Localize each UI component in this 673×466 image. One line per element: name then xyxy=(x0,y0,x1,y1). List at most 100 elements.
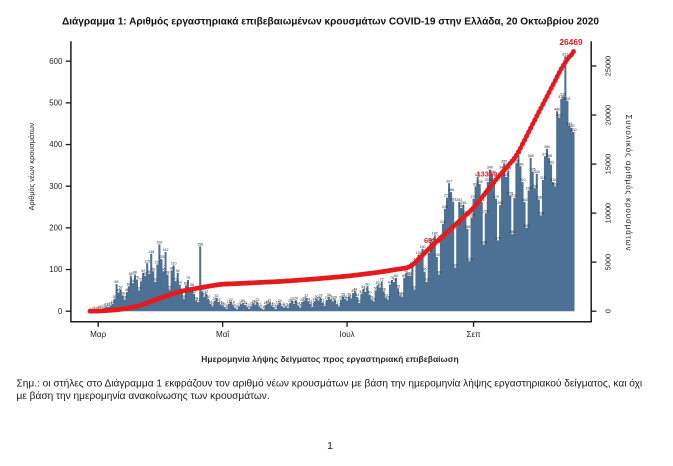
svg-text:35: 35 xyxy=(400,293,404,297)
svg-text:Αριθμός νέων κρουσμάτων: Αριθμός νέων κρουσμάτων xyxy=(27,122,36,210)
svg-text:54: 54 xyxy=(361,285,365,289)
svg-text:368: 368 xyxy=(546,154,552,158)
svg-text:9: 9 xyxy=(299,304,301,308)
svg-text:με βάση την ημερομηνία ανακοίν: με βάση την ημερομηνία ανακοίνωσης των κ… xyxy=(17,390,270,402)
svg-text:33: 33 xyxy=(319,294,323,298)
svg-text:Μαρ: Μαρ xyxy=(90,330,106,339)
svg-text:13: 13 xyxy=(280,302,284,306)
svg-text:36: 36 xyxy=(347,292,351,296)
svg-text:42: 42 xyxy=(192,290,196,294)
svg-text:18: 18 xyxy=(266,300,270,304)
svg-text:335: 335 xyxy=(530,168,536,172)
svg-text:307: 307 xyxy=(446,179,452,183)
svg-text:35: 35 xyxy=(202,293,206,297)
svg-text:430: 430 xyxy=(571,128,577,132)
svg-text:9: 9 xyxy=(283,304,285,308)
svg-text:100: 100 xyxy=(49,265,63,274)
svg-text:112: 112 xyxy=(154,261,160,265)
svg-text:4: 4 xyxy=(97,306,99,310)
svg-text:270: 270 xyxy=(471,195,477,199)
svg-text:17: 17 xyxy=(239,300,243,304)
svg-text:445: 445 xyxy=(566,122,572,126)
svg-text:88: 88 xyxy=(133,271,137,275)
svg-text:48: 48 xyxy=(353,287,357,291)
svg-text:0: 0 xyxy=(603,309,612,313)
svg-text:105: 105 xyxy=(452,264,458,268)
svg-text:300: 300 xyxy=(473,182,479,186)
svg-text:70: 70 xyxy=(392,278,396,282)
svg-text:15: 15 xyxy=(243,301,247,305)
svg-text:25: 25 xyxy=(290,297,294,301)
svg-text:340: 340 xyxy=(499,166,505,170)
svg-text:62: 62 xyxy=(184,281,188,285)
svg-text:160: 160 xyxy=(156,241,162,245)
svg-text:182: 182 xyxy=(432,231,438,235)
svg-text:115: 115 xyxy=(144,259,150,263)
svg-text:11: 11 xyxy=(245,303,249,307)
svg-text:135: 135 xyxy=(415,251,421,255)
svg-text:Ημερομηνία λήψης δείγματος προ: Ημερομηνία λήψης δείγματος προς εργαστηρ… xyxy=(201,354,458,364)
svg-text:28: 28 xyxy=(386,296,390,300)
svg-text:515: 515 xyxy=(560,93,566,97)
svg-text:25: 25 xyxy=(212,297,216,301)
svg-text:368: 368 xyxy=(528,154,534,158)
svg-text:Ιουλ: Ιουλ xyxy=(339,330,354,339)
svg-text:165: 165 xyxy=(428,239,434,243)
svg-text:210: 210 xyxy=(440,220,446,224)
svg-text:10: 10 xyxy=(223,303,227,307)
svg-text:14: 14 xyxy=(296,301,300,305)
svg-text:Μαΐ: Μαΐ xyxy=(216,330,230,339)
svg-text:142: 142 xyxy=(163,248,169,252)
svg-text:170: 170 xyxy=(495,236,501,240)
svg-text:130: 130 xyxy=(434,253,440,257)
svg-text:96: 96 xyxy=(161,267,165,271)
svg-text:263: 263 xyxy=(450,198,456,202)
svg-text:330: 330 xyxy=(489,170,495,174)
svg-text:300: 300 xyxy=(49,182,63,191)
svg-text:505: 505 xyxy=(564,97,570,101)
svg-text:24: 24 xyxy=(312,297,316,301)
svg-text:72: 72 xyxy=(380,277,384,281)
svg-text:348: 348 xyxy=(517,162,523,166)
svg-text:92: 92 xyxy=(404,269,408,273)
svg-text:33: 33 xyxy=(384,294,388,298)
svg-text:262: 262 xyxy=(456,198,462,202)
svg-text:65: 65 xyxy=(115,280,119,284)
svg-text:6: 6 xyxy=(226,305,228,309)
svg-text:76: 76 xyxy=(135,276,139,280)
svg-text:88: 88 xyxy=(437,271,441,275)
svg-text:290: 290 xyxy=(526,186,532,190)
svg-text:85: 85 xyxy=(129,272,133,276)
svg-text:95: 95 xyxy=(423,268,427,272)
svg-text:310: 310 xyxy=(550,178,556,182)
svg-text:185: 185 xyxy=(509,230,515,234)
svg-text:13: 13 xyxy=(249,302,253,306)
svg-text:355: 355 xyxy=(501,159,507,163)
svg-text:63: 63 xyxy=(376,281,380,285)
svg-text:500: 500 xyxy=(49,99,63,108)
svg-text:200: 200 xyxy=(49,224,63,233)
svg-text:278: 278 xyxy=(507,191,513,195)
svg-text:38: 38 xyxy=(398,291,402,295)
svg-text:55: 55 xyxy=(396,284,400,288)
svg-text:13359: 13359 xyxy=(477,170,498,179)
svg-text:90: 90 xyxy=(147,270,151,274)
svg-text:48: 48 xyxy=(382,287,386,291)
svg-text:14: 14 xyxy=(108,301,112,305)
svg-text:60: 60 xyxy=(127,282,131,286)
svg-text:28: 28 xyxy=(339,296,343,300)
svg-text:120: 120 xyxy=(466,257,472,261)
svg-text:340: 340 xyxy=(487,166,493,170)
svg-text:9: 9 xyxy=(103,304,105,308)
svg-text:330: 330 xyxy=(534,170,540,174)
svg-text:21: 21 xyxy=(321,299,325,303)
svg-text:125: 125 xyxy=(158,255,164,259)
svg-text:16: 16 xyxy=(253,301,257,305)
svg-text:310: 310 xyxy=(520,178,526,182)
svg-text:24: 24 xyxy=(331,297,335,301)
svg-text:225: 225 xyxy=(469,214,475,218)
svg-text:10000: 10000 xyxy=(603,203,612,224)
svg-text:230: 230 xyxy=(538,211,544,215)
svg-text:18: 18 xyxy=(292,300,296,304)
svg-text:21: 21 xyxy=(268,299,272,303)
